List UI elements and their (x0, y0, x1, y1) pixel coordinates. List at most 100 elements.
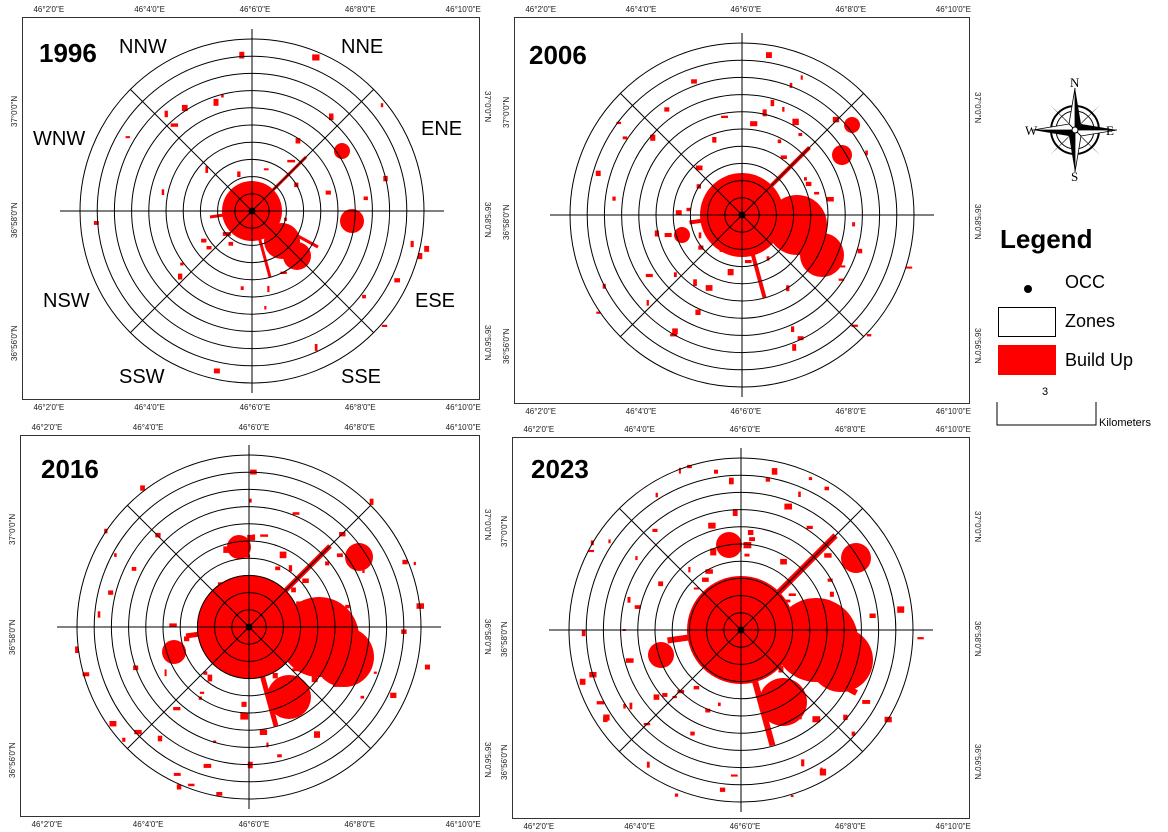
build-up-patch (627, 596, 631, 603)
lon-tick-bottom: 46°8'0"E (835, 407, 867, 416)
build-up-patch (260, 534, 269, 537)
build-up-corridor (247, 624, 350, 684)
compass-s: S (1071, 169, 1078, 182)
build-up-patch (670, 333, 678, 337)
lat-tick-left: 36°56'0"N (500, 744, 509, 780)
build-up-patch (778, 665, 784, 673)
lon-tick-bottom: 46°10'0"E (935, 407, 971, 416)
build-up-patch (714, 469, 718, 474)
scale-bar-value: 3 (1042, 386, 1049, 398)
lon-tick-top: 46°10'0"E (445, 5, 481, 14)
build-up-patch (705, 569, 713, 574)
lon-tick-bottom: 46°4'0"E (134, 403, 165, 412)
legend-occ-symbol (1023, 278, 1033, 299)
lon-tick-top: 46°10'0"E (935, 5, 971, 14)
build-up-patch (173, 772, 181, 776)
build-up-patch (134, 729, 142, 735)
build-up-patch (718, 702, 721, 707)
lon-tick-top: 46°6'0"E (730, 5, 762, 14)
build-up-patch (801, 759, 805, 767)
lon-tick-top: 46°8'0"E (344, 5, 376, 14)
legend-zones-symbol (998, 307, 1056, 337)
build-up-patch (712, 137, 717, 143)
build-up-patch (264, 306, 267, 310)
build-up-patch (581, 629, 586, 637)
build-up-patch (424, 245, 430, 252)
lon-tick-bottom: 46°4'0"E (132, 820, 164, 829)
lon-tick-bottom: 46°10'0"E (445, 403, 481, 412)
build-up-patch (241, 701, 247, 707)
build-up-patch (259, 729, 268, 735)
build-up-patch (228, 241, 234, 246)
lat-tick-right: 36°58'0"N (973, 621, 982, 658)
zone-label-ene: ENE (421, 118, 463, 140)
build-up-patch (616, 121, 622, 125)
build-up-patch (205, 166, 209, 173)
build-up-patch (381, 324, 388, 327)
build-up-patch (203, 671, 208, 675)
build-up-patch (865, 150, 868, 156)
lon-tick-top: 46°6'0"E (239, 5, 271, 14)
build-up-patch (805, 181, 812, 187)
lon-tick-top: 46°6'0"E (729, 425, 761, 434)
legend-buildup-symbol (998, 345, 1056, 375)
lon-tick-bottom: 46°4'0"E (624, 822, 655, 831)
build-up-patch (184, 636, 190, 642)
lat-tick-left: 36°58'0"N (8, 619, 17, 656)
occ-point (248, 207, 256, 215)
build-up-patch (314, 344, 318, 351)
build-up-patch (814, 191, 820, 195)
build-up-patch (635, 556, 638, 561)
build-up-patch (698, 245, 704, 250)
build-up-patch (201, 238, 207, 243)
map-panel-2006: 2006 (514, 17, 970, 404)
build-up-patch (394, 278, 400, 283)
build-up-patch (790, 795, 794, 798)
build-up-patch (206, 246, 212, 250)
build-up-patch (808, 477, 813, 481)
lon-tick-bottom: 46°6'0"E (730, 407, 762, 416)
build-up-patch (719, 787, 726, 792)
build-up-patch (373, 671, 377, 674)
build-up-patch (690, 731, 695, 736)
lat-tick-right: 37°0'0"N (973, 510, 982, 542)
build-up-patch (664, 107, 670, 112)
build-up-corridor (689, 213, 743, 225)
build-up-patch (188, 783, 195, 787)
build-up-patch (917, 637, 924, 640)
build-up-patch (780, 558, 787, 565)
build-up-patch (416, 603, 424, 609)
build-up-patch (788, 593, 796, 596)
build-up-patch (287, 159, 296, 163)
build-up-patch (612, 196, 616, 201)
build-up-patch (765, 478, 771, 482)
build-up-patch (843, 714, 848, 720)
year-label: 1996 (39, 38, 97, 68)
build-up-patch (596, 701, 605, 705)
legend-zones-label: Zones (1065, 311, 1116, 331)
build-up-patch (693, 279, 697, 286)
lat-tick-left: 36°58'0"N (502, 204, 511, 241)
build-up-corridor (741, 213, 826, 262)
build-up-patch (199, 691, 205, 694)
build-up-patch (721, 115, 728, 118)
build-up-patch (695, 165, 703, 171)
map-canvas-2006 (550, 33, 934, 397)
compass-n: N (1070, 78, 1080, 90)
build-up-patch (770, 99, 775, 107)
build-up-patch (248, 498, 252, 503)
build-up-patch (169, 623, 177, 627)
build-up-area (844, 117, 860, 133)
build-up-patch (749, 537, 755, 542)
legend-occ-label: OCC (1065, 272, 1105, 292)
lat-tick-right: 36°58'0"N (973, 204, 982, 240)
build-up-patch (744, 553, 750, 557)
build-up-patch (800, 75, 803, 80)
build-up-patch (866, 334, 872, 337)
build-up-patch (674, 793, 679, 797)
build-up-patch (75, 646, 79, 653)
lon-tick-top: 46°2'0"E (33, 5, 65, 14)
build-up-patch (213, 98, 219, 106)
build-up-patch (710, 548, 717, 556)
build-up-area (832, 145, 852, 165)
